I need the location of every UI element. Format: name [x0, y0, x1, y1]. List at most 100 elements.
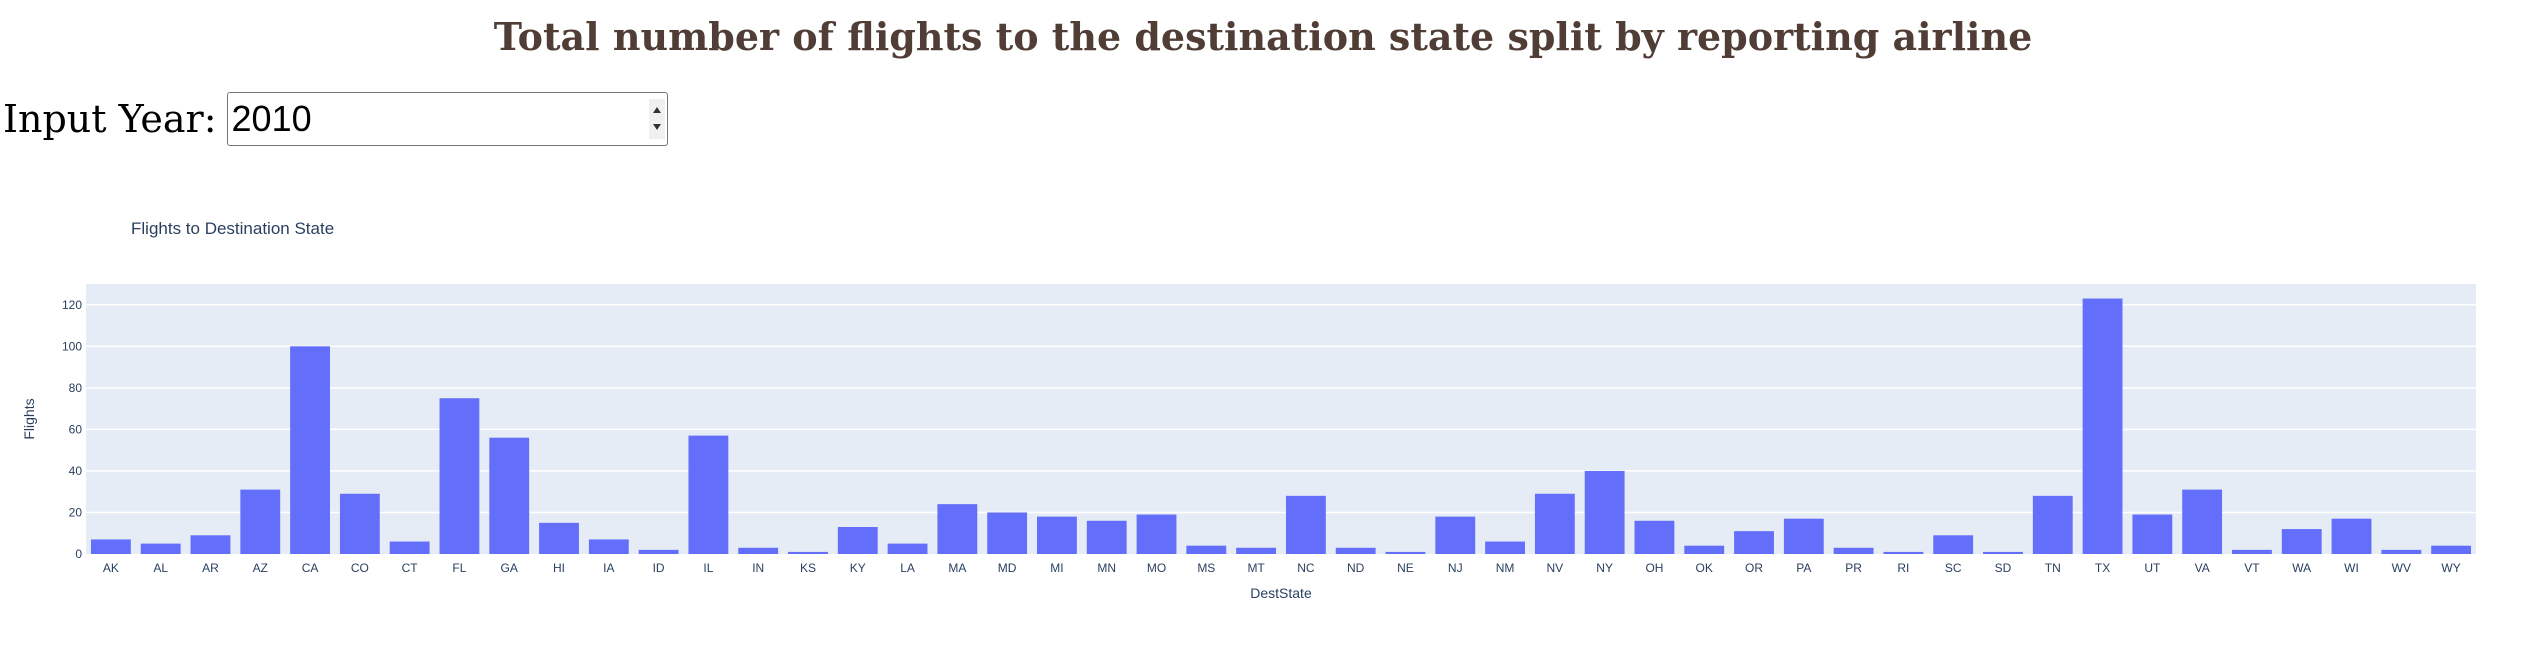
bar-wi[interactable] — [2331, 518, 2372, 554]
x-tick-label: OH — [1645, 561, 1663, 575]
x-tick-label: MI — [1050, 561, 1063, 575]
x-axis-title: DestState — [1250, 585, 1312, 601]
bar-al[interactable] — [140, 543, 181, 554]
x-axis-ticks: AK AL AR AZ CA CO CT FL GA HI IA ID IL IN KS KY LA MA MD MI… — [103, 561, 2461, 575]
bar-pa[interactable] — [1783, 518, 1824, 554]
bar-tn[interactable] — [2032, 495, 2073, 554]
bar-mo[interactable] — [1136, 514, 1177, 554]
x-tick-label: UT — [2144, 561, 2161, 575]
x-tick-label: TN — [2045, 561, 2061, 575]
x-tick-label: AR — [202, 561, 219, 575]
bar-ia[interactable] — [588, 539, 629, 554]
bar-wy[interactable] — [2431, 545, 2472, 554]
x-tick-label: CA — [302, 561, 319, 575]
x-tick-label: ND — [1347, 561, 1365, 575]
bar-co[interactable] — [339, 493, 380, 554]
bar-ms[interactable] — [1186, 545, 1227, 554]
y-axis-ticks: 0 20 40 60 80 100 120 — [62, 298, 82, 561]
x-tick-label: VA — [2195, 561, 2210, 575]
x-tick-label: OK — [1696, 561, 1713, 575]
bar-la[interactable] — [887, 543, 928, 554]
bar-ca[interactable] — [290, 346, 330, 554]
bar-ak[interactable] — [90, 539, 131, 554]
bar-fl[interactable] — [439, 398, 480, 554]
x-tick-label: WY — [2441, 561, 2460, 575]
bar-ok[interactable] — [1684, 545, 1725, 554]
x-tick-label: IA — [603, 561, 614, 575]
bar-il[interactable] — [688, 435, 729, 554]
bar-mt[interactable] — [1236, 547, 1277, 554]
x-tick-label: MS — [1197, 561, 1215, 575]
x-tick-label: MT — [1247, 561, 1265, 575]
bar-ma[interactable] — [937, 504, 978, 554]
x-tick-label: ID — [653, 561, 665, 575]
spinner-down-icon[interactable] — [652, 124, 661, 130]
x-tick-label: AK — [103, 561, 119, 575]
y-tick-label: 0 — [75, 547, 82, 561]
x-tick-label: KY — [850, 561, 866, 575]
bar-nm[interactable] — [1485, 541, 1525, 554]
bar-oh[interactable] — [1634, 520, 1675, 554]
bar-nd[interactable] — [1335, 547, 1376, 554]
x-tick-label: WA — [2292, 561, 2311, 575]
spinner-up-icon[interactable] — [652, 107, 661, 113]
x-tick-label: PA — [1796, 561, 1811, 575]
bar-nv[interactable] — [1534, 493, 1575, 554]
bar-or[interactable] — [1734, 531, 1774, 554]
bar-id[interactable] — [638, 549, 679, 554]
x-tick-label: SD — [1995, 561, 2012, 575]
y-axis-title: Flights — [21, 398, 37, 439]
bar-nc[interactable] — [1285, 495, 1326, 554]
x-tick-label: NJ — [1448, 561, 1463, 575]
year-input[interactable] — [229, 95, 634, 143]
flights-chart: Flights to Destination State 0 20 40 60 80 10… — [0, 200, 2526, 620]
x-tick-label: RI — [1897, 561, 1909, 575]
x-tick-label: LA — [900, 561, 915, 575]
year-spinner[interactable] — [648, 99, 665, 139]
x-tick-label: MD — [998, 561, 1017, 575]
page-title: Total number of flights to the destinati… — [493, 14, 2033, 59]
x-tick-label: NY — [1596, 561, 1613, 575]
bar-ar[interactable] — [190, 535, 231, 554]
bar-sd[interactable] — [1983, 551, 2023, 554]
bar-nj[interactable] — [1435, 516, 1476, 554]
x-tick-label: HI — [553, 561, 565, 575]
y-tick-label: 80 — [69, 381, 83, 395]
x-tick-label: CT — [402, 561, 419, 575]
bar-va[interactable] — [2182, 489, 2223, 554]
x-tick-label: NE — [1397, 561, 1414, 575]
bar-mn[interactable] — [1086, 520, 1127, 554]
bar-ut[interactable] — [2132, 514, 2173, 554]
bar-az[interactable] — [240, 489, 281, 554]
y-tick-label: 20 — [69, 505, 83, 519]
bar-pr[interactable] — [1833, 547, 1874, 554]
x-tick-label: AL — [153, 561, 168, 575]
bar-ky[interactable] — [837, 527, 878, 554]
bar-ri[interactable] — [1883, 551, 1924, 554]
bar-hi[interactable] — [539, 522, 579, 554]
x-tick-label: KS — [800, 561, 816, 575]
x-tick-label: NM — [1496, 561, 1515, 575]
bar-md[interactable] — [987, 512, 1028, 554]
x-tick-label: FL — [452, 561, 466, 575]
bar-wv[interactable] — [2381, 549, 2422, 554]
x-tick-label: OR — [1745, 561, 1763, 575]
x-tick-label: MA — [948, 561, 966, 575]
year-input-box[interactable] — [226, 92, 668, 146]
chart-svg: Flights to Destination State 0 20 40 60 80 10… — [21, 219, 2476, 601]
chart-title: Flights to Destination State — [131, 219, 334, 238]
bar-ga[interactable] — [489, 437, 530, 554]
bar-tx[interactable] — [2082, 298, 2123, 554]
bar-ks[interactable] — [788, 551, 828, 554]
bar-ct[interactable] — [389, 541, 430, 554]
y-tick-label: 60 — [69, 422, 83, 436]
bar-ny[interactable] — [1584, 470, 1625, 554]
x-tick-label: GA — [501, 561, 518, 575]
bar-ne[interactable] — [1385, 551, 1426, 554]
bar-vt[interactable] — [2232, 549, 2272, 554]
bar-in[interactable] — [738, 547, 779, 554]
bar-wa[interactable] — [2281, 529, 2322, 554]
x-tick-label: CO — [351, 561, 369, 575]
bar-sc[interactable] — [1933, 535, 1974, 554]
bar-mi[interactable] — [1037, 516, 1077, 554]
